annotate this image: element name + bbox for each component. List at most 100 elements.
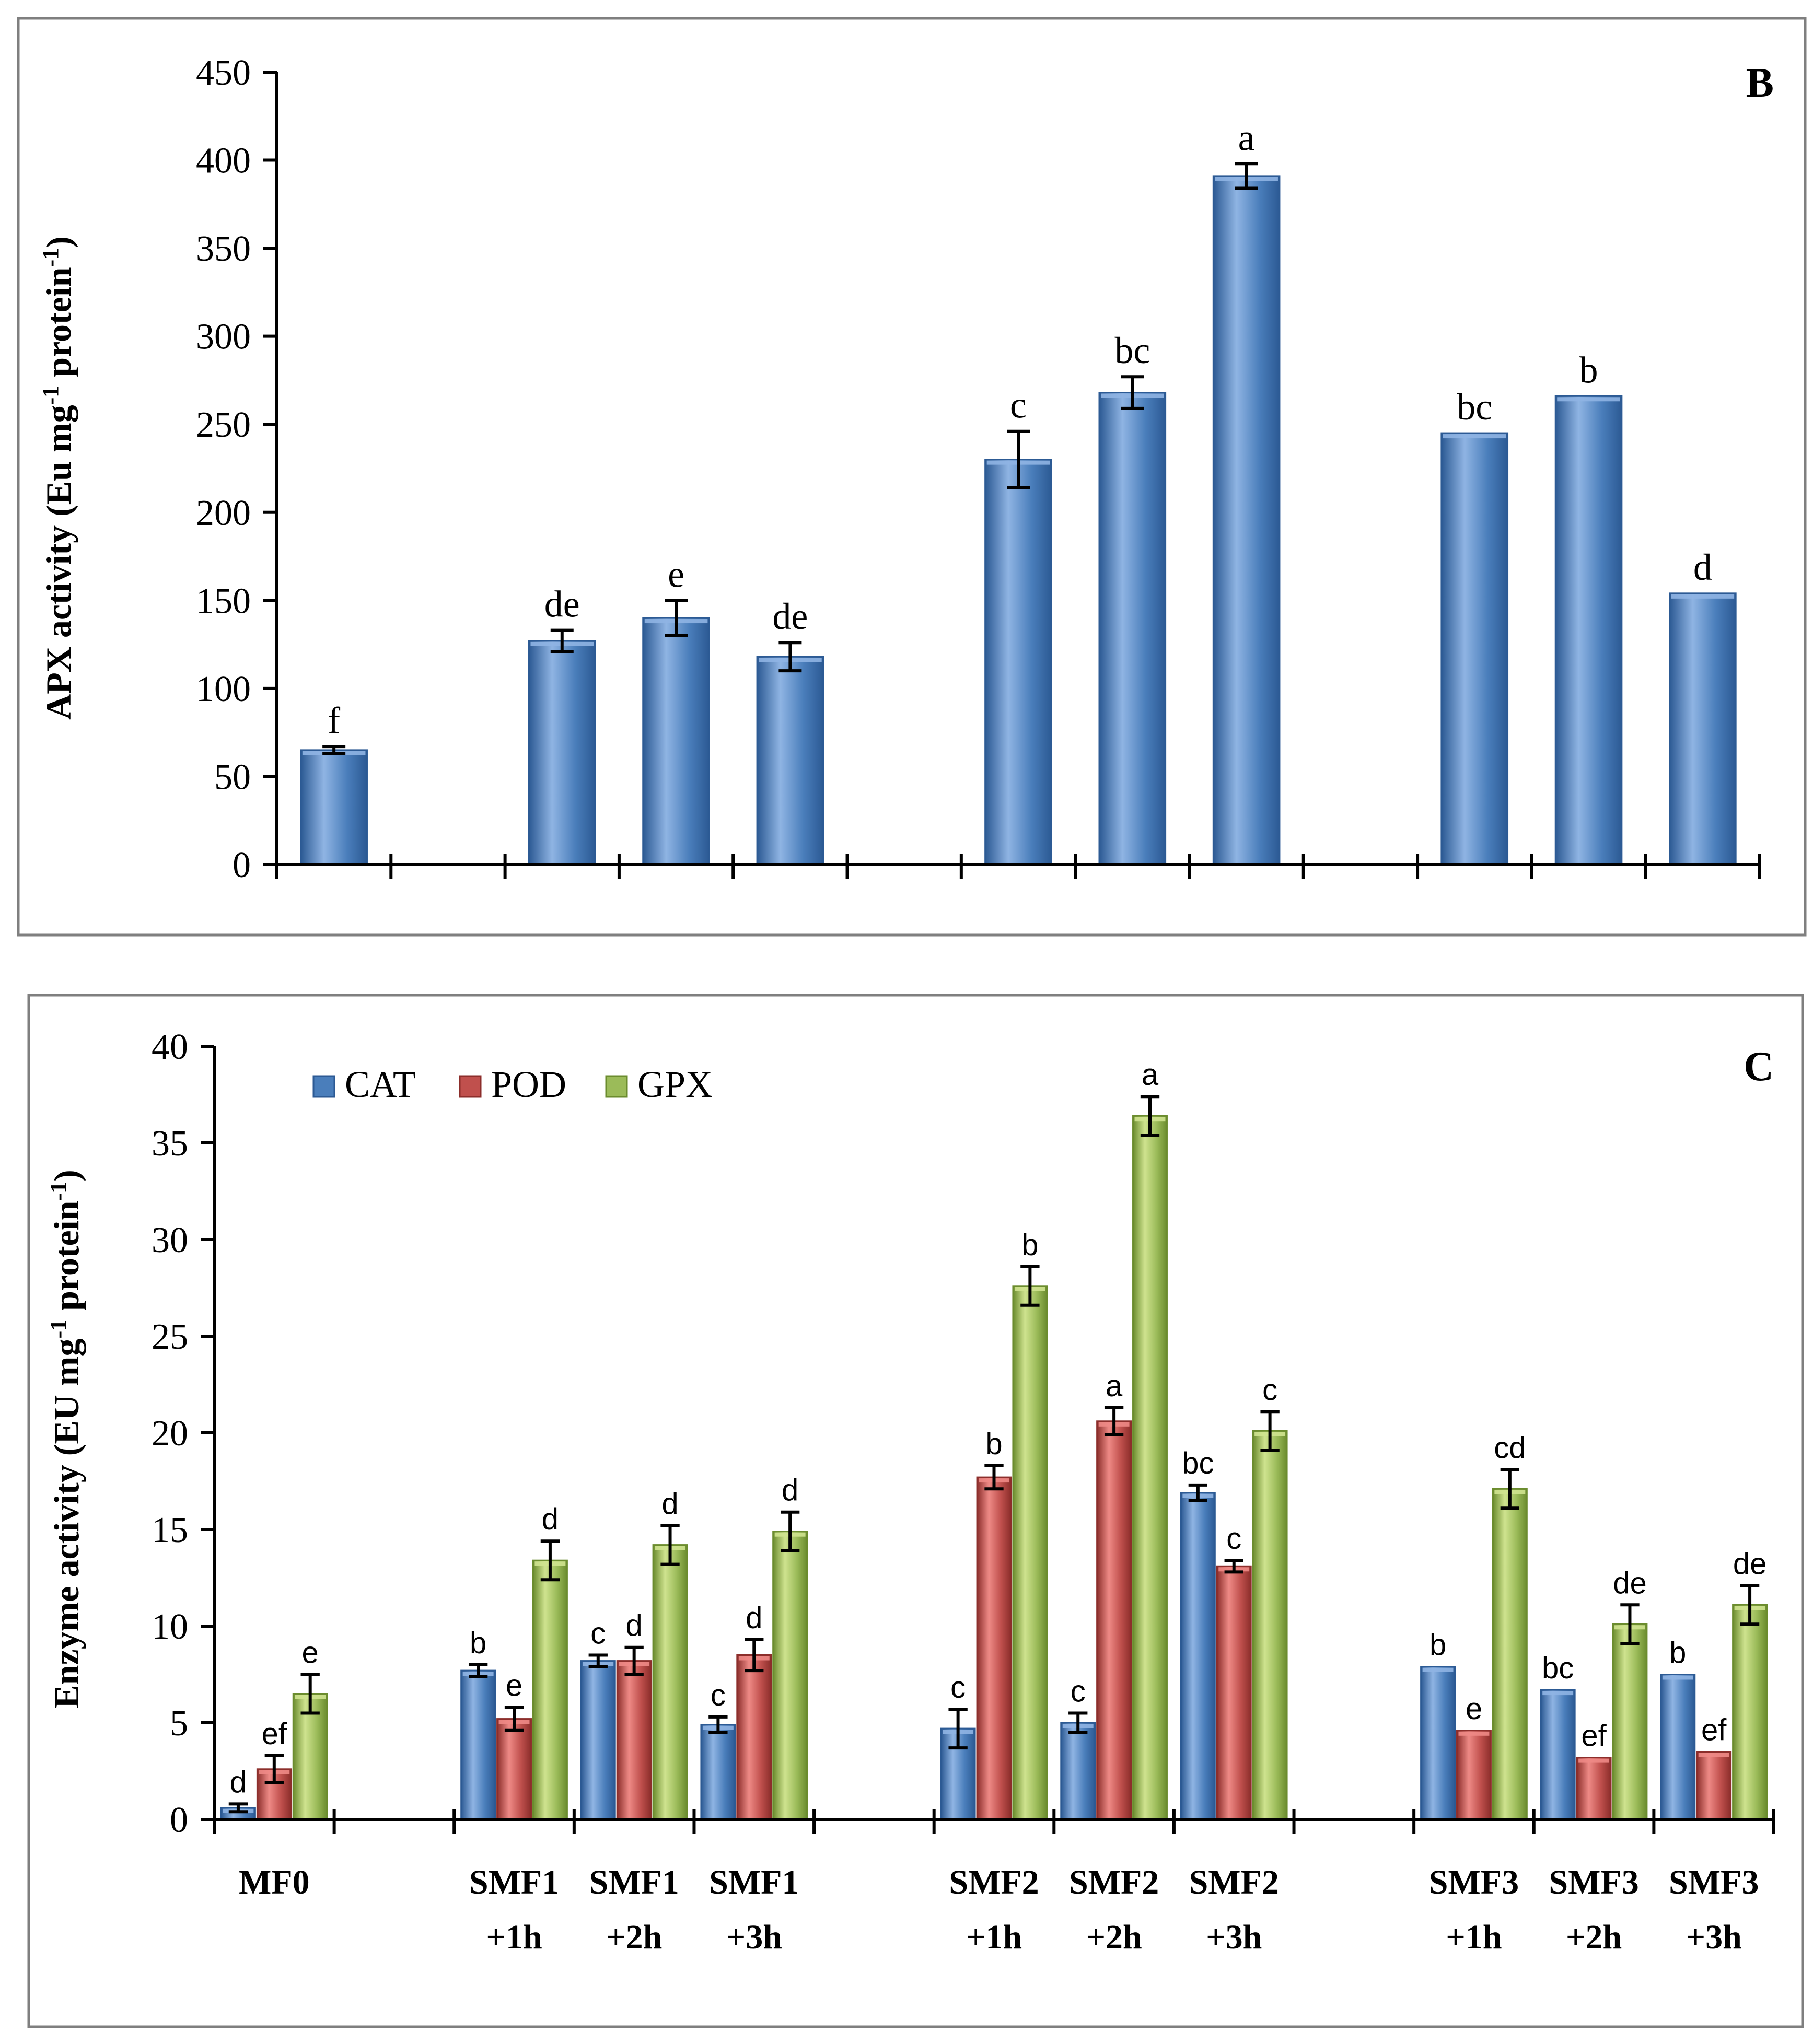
c-ytick-label: 0 [170, 1800, 188, 1840]
c-ytick-label: 40 [152, 1027, 188, 1067]
c-bar-pod-11 [1576, 1757, 1612, 1820]
category-label-line1: SMF3 [1549, 1863, 1638, 1901]
c-sig-letter: e [1466, 1692, 1482, 1726]
c-ytick-label: 10 [152, 1607, 188, 1647]
c-bar-highlight [1422, 1667, 1454, 1672]
c-sig-letter: e [506, 1668, 522, 1702]
c-sig-letter: a [1106, 1369, 1123, 1403]
b-bar-apx-2 [528, 640, 596, 866]
legend-swatch-pod [459, 1075, 482, 1098]
category-label-line1: SMF1 [589, 1863, 679, 1901]
c-bar-gpx-3 [652, 1544, 688, 1820]
b-sig-letter: e [668, 553, 684, 595]
category-label-line1: SMF3 [1669, 1863, 1759, 1901]
c-bar-highlight [1698, 1753, 1729, 1757]
c-bar-cat-7 [1060, 1722, 1096, 1820]
category-label-line1: SMF1 [709, 1863, 799, 1901]
panel-letter-c: C [1744, 1044, 1774, 1090]
legend: CAT POD GPX [312, 1064, 713, 1105]
legend-label-cat: CAT [345, 1064, 416, 1105]
c-sig-letter: c [950, 1671, 966, 1704]
c-sig-letter: ef [1701, 1713, 1727, 1747]
category-label-line2: +1h [1446, 1918, 1502, 1956]
panel-b-frame [17, 17, 1807, 937]
c-sig-letter: c [711, 1678, 726, 1712]
c-bar-gpx-10 [1492, 1488, 1528, 1820]
b-ytick-label: 150 [196, 581, 251, 621]
c-bar-pod-2 [496, 1718, 532, 1820]
c-bar-highlight [1662, 1675, 1693, 1680]
b-sig-letter: b [1579, 349, 1598, 391]
c-bar-cat-4 [700, 1724, 736, 1820]
b-bar-highlight [1671, 594, 1735, 599]
c-bar-pod-8 [1216, 1565, 1252, 1820]
c-sig-letter: d [661, 1487, 678, 1521]
c-bar-pod-3 [616, 1660, 652, 1820]
c-bar-cat-2 [460, 1669, 496, 1820]
c-sig-letter: d [782, 1474, 798, 1508]
c-sig-letter: c [590, 1617, 606, 1651]
b-ytick-label: 450 [196, 53, 251, 93]
c-sig-letter: b [985, 1427, 1002, 1461]
b-ytick-label: 400 [196, 141, 251, 181]
c-bar-pod-12 [1696, 1751, 1732, 1820]
b-ytick-label: 0 [233, 845, 251, 885]
b-bar-apx-4 [756, 656, 824, 866]
b-ytick-label: 300 [196, 317, 251, 357]
c-bar-gpx-4 [772, 1531, 808, 1820]
c-sig-letter: c [1226, 1522, 1241, 1556]
c-ytick-label: 35 [152, 1124, 188, 1164]
c-sig-letter: d [626, 1609, 643, 1643]
legend-swatch-cat [312, 1075, 335, 1098]
b-ytick-label: 50 [214, 757, 251, 797]
b-sig-letter: a [1238, 116, 1255, 158]
b-sig-letter: de [772, 595, 808, 637]
panel-letter-b: B [1746, 60, 1774, 106]
b-sig-letter: bc [1457, 386, 1492, 428]
b-bar-apx-12 [1669, 592, 1737, 866]
c-bar-highlight [1578, 1758, 1610, 1763]
legend-swatch-gpx [605, 1075, 628, 1098]
c-sig-letter: b [1430, 1628, 1446, 1662]
category-label-line1: SMF1 [469, 1863, 559, 1901]
category-label-line2: +3h [1686, 1918, 1742, 1956]
c-bar-gpx-0 [292, 1693, 328, 1820]
c-ytick-label: 20 [152, 1414, 188, 1454]
b-ytick-label: 200 [196, 493, 251, 533]
c-sig-letter: d [746, 1601, 762, 1635]
c-bar-pod-6 [976, 1476, 1012, 1820]
c-sig-letter: c [1071, 1675, 1086, 1709]
c-bar-cat-10 [1420, 1666, 1456, 1820]
c-sig-letter: de [1613, 1566, 1647, 1600]
apx-chart: B APX activity (Eu mg-1 protein-1) 0 50 10… [38, 53, 1774, 885]
category-label-line1: SMF2 [1189, 1863, 1279, 1901]
category-label-line2: +2h [606, 1918, 662, 1956]
c-bar-gpx-7 [1132, 1115, 1168, 1820]
b-sig-letter: f [328, 699, 340, 741]
b-bar-highlight [1557, 397, 1620, 402]
c-bar-gpx-11 [1612, 1623, 1648, 1820]
panel-c-frame [27, 994, 1804, 2028]
b-bar-apx-0 [300, 749, 368, 866]
c-bar-gpx-8 [1252, 1430, 1288, 1820]
c-sig-letter: bc [1182, 1446, 1214, 1480]
c-ytick-label: 30 [152, 1220, 188, 1260]
category-label-line1: SMF2 [1069, 1863, 1159, 1901]
c-sig-letter: de [1733, 1547, 1767, 1581]
c-bar-cat-12 [1660, 1674, 1696, 1820]
category-label-line1: MF0 [239, 1863, 310, 1901]
b-bar-highlight [1443, 434, 1506, 439]
c-sig-letter: e [302, 1636, 319, 1670]
c-bar-gpx-12 [1732, 1604, 1768, 1820]
enzyme-chart: C Enzyme activity (EU mg-1 protein-1) CA… [45, 1027, 1775, 1956]
b-ytick-label: 100 [196, 669, 251, 709]
c-sig-letter: d [542, 1502, 559, 1536]
c-sig-letter: d [230, 1765, 247, 1799]
c-sig-letter: ef [1581, 1719, 1607, 1753]
b-sig-letter: bc [1114, 330, 1150, 371]
category-label-line1: SMF3 [1429, 1863, 1519, 1901]
c-bar-gpx-2 [532, 1559, 568, 1820]
enzyme-y-axis-label: Enzyme activity (EU mg-1 protein-1) [45, 1170, 87, 1708]
apx-y-axis-label: APX activity (Eu mg-1 protein-1) [38, 236, 79, 720]
